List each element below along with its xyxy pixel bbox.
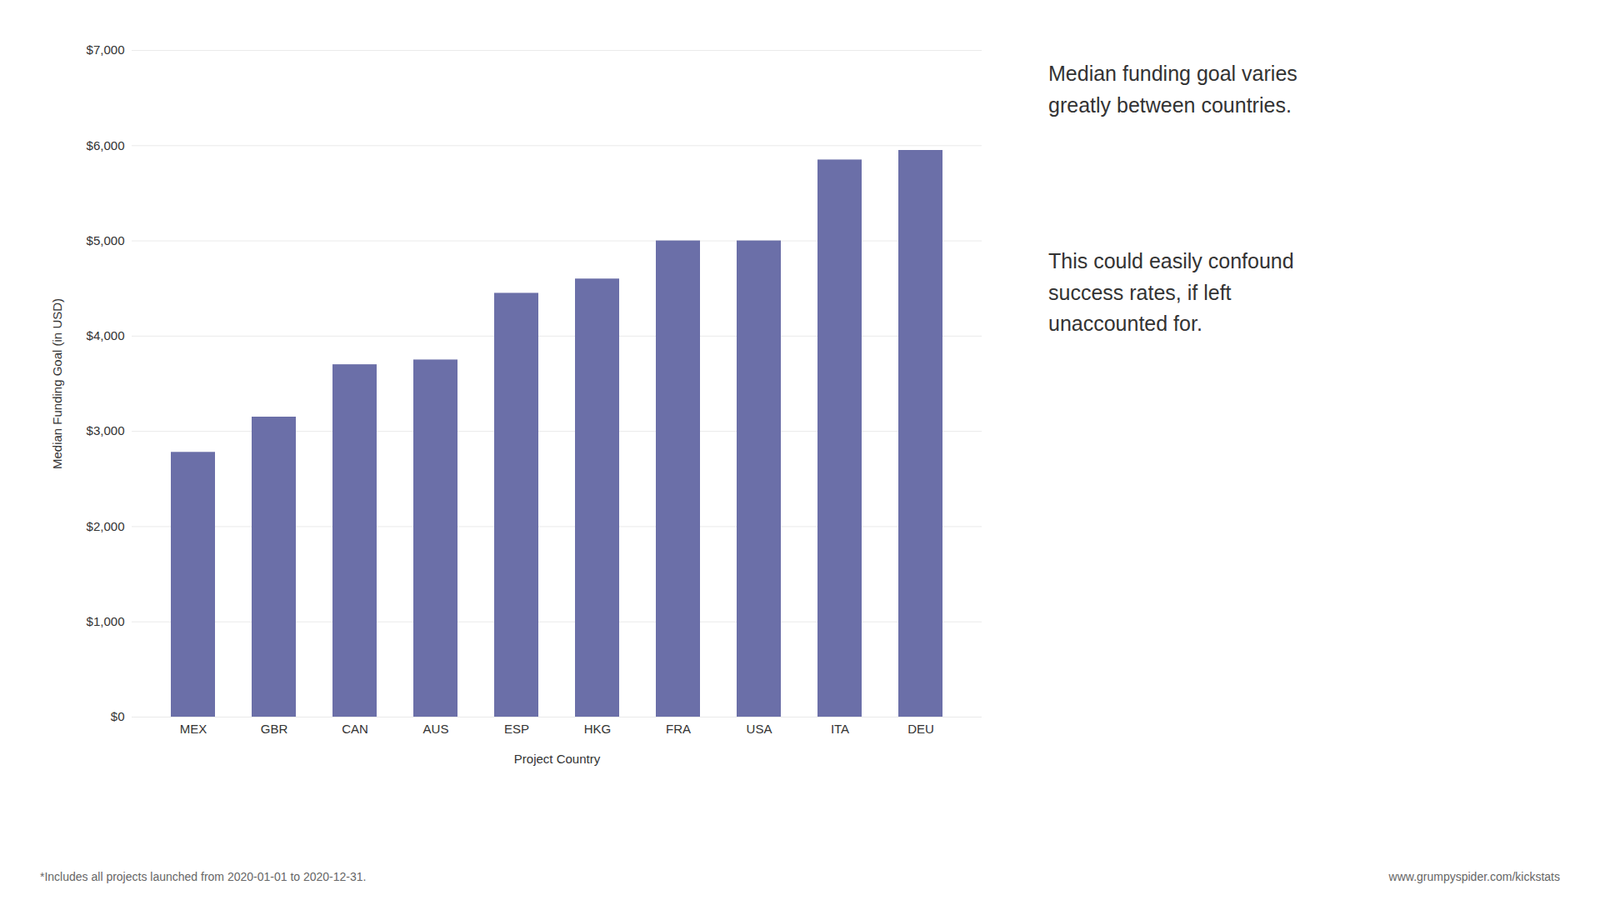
svg-text:DEU: DEU [907,721,935,736]
html-text:Median funding goal varies gre: Median funding goal varies greatly betwe… [1048,61,1298,117]
svg-text:$3,000: $3,000 [86,423,125,438]
svg-text:$4,000: $4,000 [86,328,125,343]
svg-text:ESP: ESP [504,721,530,736]
svg-text:USA: USA [746,721,773,736]
svg-text:ITA: ITA [830,721,850,736]
svg-text:CAN: CAN [341,721,369,736]
svg-text:$6,000: $6,000 [86,138,125,153]
svg-text:GBR: GBR [260,721,289,736]
svg-text:FRA: FRA [665,721,691,736]
html-text:This could easily confound suc: This could easily confound success rates… [1048,249,1294,335]
html-text:www.grumpyspider.com/kickstats: www.grumpyspider.com/kickstats [1388,870,1560,884]
svg-text:$5,000: $5,000 [86,233,125,248]
html-text:*Includes all projects launche: *Includes all projects launched from 202… [40,870,367,884]
svg-text:$7,000: $7,000 [86,42,125,57]
svg-text:AUS: AUS [423,721,450,736]
svg-text:$2,000: $2,000 [86,519,125,534]
svg-text:HKG: HKG [584,721,612,736]
svg-text:Project Country: Project Country [514,751,601,766]
svg-text:$1,000: $1,000 [86,614,125,629]
svg-text:$0: $0 [110,709,125,724]
svg-text:Median Funding Goal (in USD): Median Funding Goal (in USD) [50,298,65,470]
svg-text:MEX: MEX [180,721,208,736]
